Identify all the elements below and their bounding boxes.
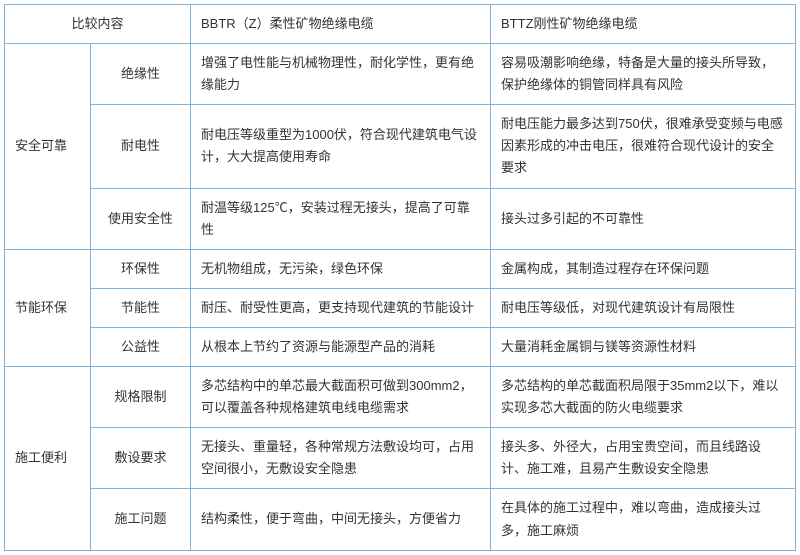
bttz-cell: 耐电压等级低，对现代建筑设计有局限性 <box>491 288 796 327</box>
table-row: 使用安全性耐温等级125℃，安装过程无接头，提高了可靠性接头过多引起的不可靠性 <box>5 188 796 249</box>
table-row: 敷设要求无接头、重量轻，各种常规方法敷设均可，占用空间很小，无敷设安全隐患接头多… <box>5 428 796 489</box>
group-cell: 节能环保 <box>5 249 91 366</box>
bbtr-cell: 无机物组成，无污染，绿色环保 <box>191 249 491 288</box>
bbtr-cell: 增强了电性能与机械物理性，耐化学性，更有绝缘能力 <box>191 44 491 105</box>
table-row: 施工问题结构柔性，便于弯曲，中间无接头，方便省力在具体的施工过程中，难以弯曲，造… <box>5 489 796 550</box>
bttz-cell: 金属构成，其制造过程存在环保问题 <box>491 249 796 288</box>
bbtr-cell: 从根本上节约了资源与能源型产品的消耗 <box>191 327 491 366</box>
bttz-cell: 接头多、外径大，占用宝贵空间，而且线路设计、施工难，且易产生敷设安全隐患 <box>491 428 796 489</box>
table-row: 耐电性耐电压等级重型为1000伏，符合现代建筑电气设计，大大提高使用寿命耐电压能… <box>5 105 796 188</box>
bttz-cell: 容易吸潮影响绝缘，特备是大量的接头所导致，保护绝缘体的铜管同样具有风险 <box>491 44 796 105</box>
subitem-cell: 公益性 <box>91 327 191 366</box>
subitem-cell: 绝缘性 <box>91 44 191 105</box>
table-row: 施工便利规格限制多芯结构中的单芯最大截面积可做到300mm2，可以覆盖各种规格建… <box>5 367 796 428</box>
comparison-table: 比较内容 BBTR（Z）柔性矿物绝缘电缆 BTTZ刚性矿物绝缘电缆 安全可靠绝缘… <box>4 4 796 551</box>
bttz-cell: 大量消耗金属铜与镁等资源性材料 <box>491 327 796 366</box>
header-bttz: BTTZ刚性矿物绝缘电缆 <box>491 5 796 44</box>
subitem-cell: 耐电性 <box>91 105 191 188</box>
bbtr-cell: 多芯结构中的单芯最大截面积可做到300mm2，可以覆盖各种规格建筑电线电缆需求 <box>191 367 491 428</box>
table-body: 安全可靠绝缘性增强了电性能与机械物理性，耐化学性，更有绝缘能力容易吸潮影响绝缘，… <box>5 44 796 551</box>
bttz-cell: 在具体的施工过程中，难以弯曲，造成接头过多，施工麻烦 <box>491 489 796 550</box>
bttz-cell: 耐电压能力最多达到750伏，很难承受变频与电感因素形成的冲击电压，很难符合现代设… <box>491 105 796 188</box>
subitem-cell: 施工问题 <box>91 489 191 550</box>
table-header-row: 比较内容 BBTR（Z）柔性矿物绝缘电缆 BTTZ刚性矿物绝缘电缆 <box>5 5 796 44</box>
table-row: 节能性耐压、耐受性更高，更支持现代建筑的节能设计耐电压等级低，对现代建筑设计有局… <box>5 288 796 327</box>
table-row: 安全可靠绝缘性增强了电性能与机械物理性，耐化学性，更有绝缘能力容易吸潮影响绝缘，… <box>5 44 796 105</box>
header-compare: 比较内容 <box>5 5 191 44</box>
subitem-cell: 规格限制 <box>91 367 191 428</box>
bbtr-cell: 耐温等级125℃，安装过程无接头，提高了可靠性 <box>191 188 491 249</box>
bttz-cell: 接头过多引起的不可靠性 <box>491 188 796 249</box>
group-cell: 安全可靠 <box>5 44 91 250</box>
bbtr-cell: 无接头、重量轻，各种常规方法敷设均可，占用空间很小，无敷设安全隐患 <box>191 428 491 489</box>
subitem-cell: 环保性 <box>91 249 191 288</box>
bbtr-cell: 耐电压等级重型为1000伏，符合现代建筑电气设计，大大提高使用寿命 <box>191 105 491 188</box>
subitem-cell: 节能性 <box>91 288 191 327</box>
bttz-cell: 多芯结构的单芯截面积局限于35mm2以下，难以实现多芯大截面的防火电缆要求 <box>491 367 796 428</box>
table-row: 公益性从根本上节约了资源与能源型产品的消耗大量消耗金属铜与镁等资源性材料 <box>5 327 796 366</box>
table-row: 节能环保环保性无机物组成，无污染，绿色环保金属构成，其制造过程存在环保问题 <box>5 249 796 288</box>
subitem-cell: 使用安全性 <box>91 188 191 249</box>
bbtr-cell: 耐压、耐受性更高，更支持现代建筑的节能设计 <box>191 288 491 327</box>
header-bbtr: BBTR（Z）柔性矿物绝缘电缆 <box>191 5 491 44</box>
group-cell: 施工便利 <box>5 367 91 551</box>
bbtr-cell: 结构柔性，便于弯曲，中间无接头，方便省力 <box>191 489 491 550</box>
subitem-cell: 敷设要求 <box>91 428 191 489</box>
